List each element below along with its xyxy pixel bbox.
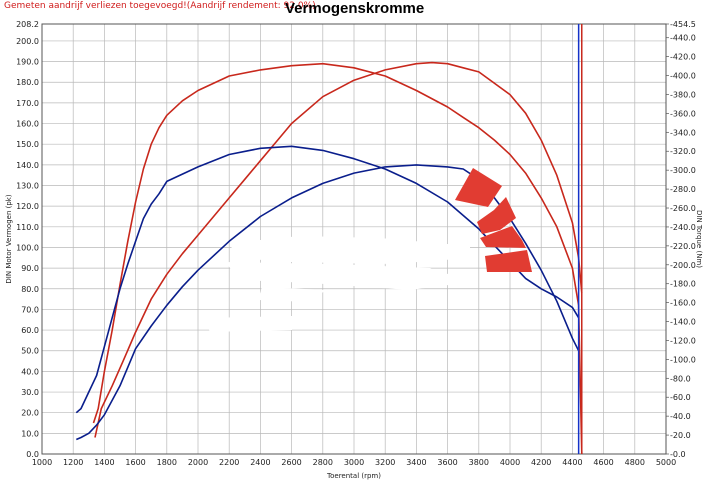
y-tick-label-left: 190.0 bbox=[16, 58, 39, 67]
blue-power-curve bbox=[75, 164, 580, 441]
y-tick-label-right: -80.0 bbox=[670, 374, 691, 383]
y-tick-label-right: -160.0 bbox=[670, 299, 696, 308]
y-tick-label-left: 120.0 bbox=[16, 202, 39, 211]
y-tick-label-right: -120.0 bbox=[670, 336, 696, 345]
y-tick-label-right: -300.0 bbox=[670, 166, 696, 175]
white-blotch bbox=[225, 262, 472, 290]
x-tick-label: 2000 bbox=[188, 458, 208, 467]
y-tick-label-right: -380.0 bbox=[670, 90, 696, 99]
left-y-axis-label: DIN Motor Vermogen (pk) bbox=[5, 194, 13, 283]
y-tick-label-left: 40.0 bbox=[21, 367, 39, 376]
chart-decoration bbox=[204, 168, 532, 332]
x-axis-label: Toerental (rpm) bbox=[326, 472, 381, 480]
x-tick-label: 3400 bbox=[406, 458, 426, 467]
y-tick-label-right: -280.0 bbox=[670, 185, 696, 194]
left-y-tick-labels: 0.0 10.0 20.0 30.0 40.0 50.0 60.0 70.0 80.0 90.0 1… bbox=[16, 20, 39, 459]
right-y-axis-label: DIN Torque (Nm) bbox=[695, 210, 703, 268]
x-tick-label: 4400 bbox=[562, 458, 582, 467]
white-blotch bbox=[230, 236, 470, 264]
y-tick-label-right: -140.0 bbox=[670, 318, 696, 327]
y-tick-label-right: -180.0 bbox=[670, 280, 696, 289]
right-y-tick-labels: -0.0 -20.0 -40.0 -60.0 -80.0 -100.0 -120.0 -140… bbox=[666, 20, 696, 459]
y-tick-label-right: -440.0 bbox=[670, 34, 696, 43]
y-tick-label-right: -360.0 bbox=[670, 109, 696, 118]
y-tick-label-right: -400.0 bbox=[670, 72, 696, 81]
y-tick-label-right: -260.0 bbox=[670, 204, 696, 213]
x-tick-label: 1400 bbox=[94, 458, 114, 467]
y-tick-label-left: 30.0 bbox=[21, 388, 39, 397]
y-tick-label-left: 60.0 bbox=[21, 326, 39, 335]
x-tick-label: 4600 bbox=[593, 458, 613, 467]
x-tick-label: 3200 bbox=[375, 458, 395, 467]
x-tick-label: 2200 bbox=[219, 458, 239, 467]
y-tick-label-left: 130.0 bbox=[16, 182, 39, 191]
x-tick-label: 4200 bbox=[531, 458, 551, 467]
y-tick-label-right: -454.5 bbox=[670, 20, 696, 29]
y-tick-label-left: 20.0 bbox=[21, 409, 39, 418]
y-tick-label-right: -420.0 bbox=[670, 53, 696, 62]
x-tick-label: 5000 bbox=[656, 458, 676, 467]
y-tick-label-right: -220.0 bbox=[670, 242, 696, 251]
x-tick-label: 4800 bbox=[625, 458, 645, 467]
x-tick-labels: 1000 1200 1400 1600 1800 2000 2200 2400 2600 2800… bbox=[32, 458, 676, 467]
y-tick-label-right: -320.0 bbox=[670, 147, 696, 156]
y-tick-label-left: 50.0 bbox=[21, 347, 39, 356]
series-lines bbox=[75, 61, 583, 454]
x-tick-label: 2600 bbox=[281, 458, 301, 467]
speedometer-mark-segment bbox=[455, 168, 502, 207]
x-tick-label: 2400 bbox=[250, 458, 270, 467]
y-tick-label-right: -200.0 bbox=[670, 261, 696, 270]
y-tick-label-right: -20.0 bbox=[670, 431, 691, 440]
red-power-curve bbox=[94, 61, 583, 438]
y-tick-label-right: -60.0 bbox=[670, 393, 691, 402]
y-tick-label-left: 180.0 bbox=[16, 78, 39, 87]
x-tick-label: 1000 bbox=[32, 458, 52, 467]
x-tick-label: 1600 bbox=[125, 458, 145, 467]
y-tick-label-left: 110.0 bbox=[16, 223, 39, 232]
chart-title: Vermogenskromme bbox=[285, 0, 425, 17]
x-tick-label: 2800 bbox=[313, 458, 333, 467]
white-blotch bbox=[204, 316, 292, 332]
white-blotch bbox=[258, 287, 326, 302]
y-tick-label-right: -100.0 bbox=[670, 355, 696, 364]
y-tick-label-left: 100.0 bbox=[16, 243, 39, 252]
x-tick-label: 4000 bbox=[500, 458, 520, 467]
y-tick-label-left: 90.0 bbox=[21, 264, 39, 273]
y-tick-label-left: 80.0 bbox=[21, 285, 39, 294]
y-tick-label-right: -0.0 bbox=[670, 450, 686, 459]
x-tick-label: 3600 bbox=[437, 458, 457, 467]
y-tick-label-left: 70.0 bbox=[21, 305, 39, 314]
y-tick-label-left: 0.0 bbox=[26, 450, 39, 459]
x-tick-label: 1200 bbox=[63, 458, 83, 467]
x-tick-label: 3000 bbox=[344, 458, 364, 467]
x-tick-label: 1800 bbox=[157, 458, 177, 467]
speedometer-mark-segment bbox=[480, 226, 526, 248]
plot-frame bbox=[41, 23, 667, 455]
y-tick-label-left: 140.0 bbox=[16, 161, 39, 170]
vertical-lines bbox=[577, 24, 583, 454]
y-tick-label-right: -40.0 bbox=[670, 412, 691, 421]
y-tick-label-right: -340.0 bbox=[670, 128, 696, 137]
measurement-note: Gemeten aandrijf verliezen toegevoegd!(A… bbox=[4, 1, 316, 11]
y-tick-label-left: 170.0 bbox=[16, 99, 39, 108]
y-tick-label-left: 160.0 bbox=[16, 120, 39, 129]
red-torque-curve bbox=[92, 62, 583, 454]
speedometer-mark-segment bbox=[485, 250, 532, 272]
speedometer-mark-segment bbox=[477, 197, 516, 234]
x-tick-label: 3800 bbox=[469, 458, 489, 467]
y-tick-label-left: 10.0 bbox=[21, 429, 39, 438]
y-tick-label-left: 208.2 bbox=[16, 20, 39, 29]
y-tick-label-left: 200.0 bbox=[16, 37, 39, 46]
y-tick-label-left: 150.0 bbox=[16, 140, 39, 149]
y-tick-label-right: -240.0 bbox=[670, 223, 696, 232]
